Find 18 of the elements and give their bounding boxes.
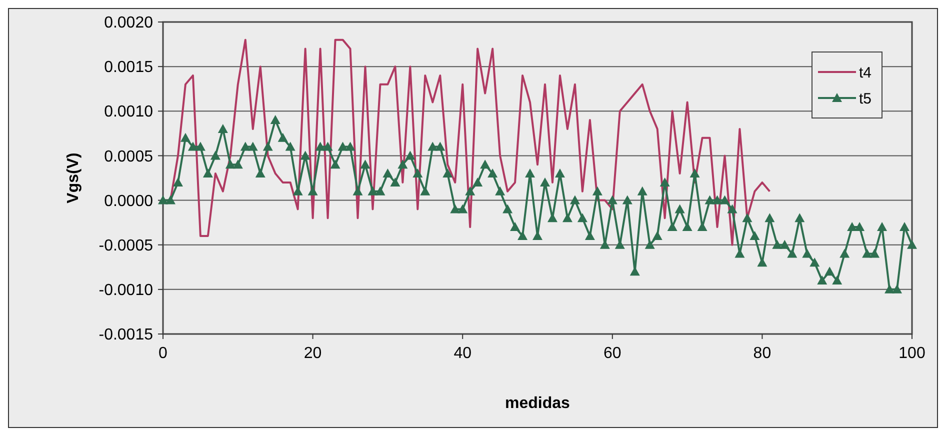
x-tick-label: 20 bbox=[304, 345, 322, 362]
x-tick-label: 40 bbox=[454, 345, 472, 362]
y-tick-label: 0.0010 bbox=[104, 104, 154, 121]
y-tick-label: -0.0010 bbox=[98, 282, 154, 300]
x-axis-title: medidas bbox=[505, 395, 570, 412]
y-axis-title: Vgs(V) bbox=[65, 152, 82, 204]
y-tick-label: 0.0015 bbox=[104, 59, 154, 76]
y-tick-label: 0.0000 bbox=[104, 192, 154, 210]
y-tick-label: -0.0015 bbox=[98, 326, 154, 344]
y-tick-label: -0.0005 bbox=[98, 237, 154, 254]
x-tick-label: 60 bbox=[604, 345, 622, 362]
legend-label: t5 bbox=[859, 90, 872, 108]
x-tick-label: 100 bbox=[898, 345, 926, 362]
y-tick-label: 0.0005 bbox=[104, 148, 154, 166]
legend-label: t4 bbox=[859, 64, 872, 82]
y-tick-label: 0.0020 bbox=[104, 14, 154, 32]
x-tick-label: 80 bbox=[753, 345, 772, 362]
x-tick-label: 0 bbox=[158, 345, 168, 362]
